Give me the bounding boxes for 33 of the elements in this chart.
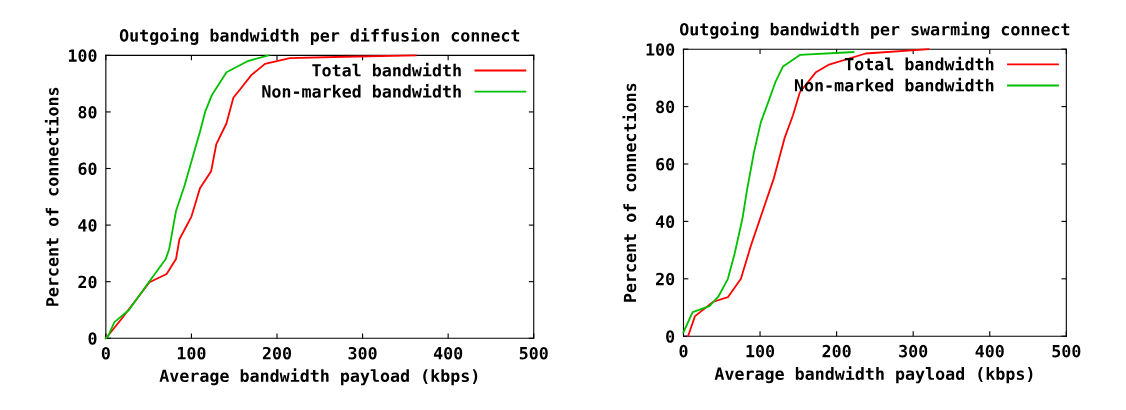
- y-axis-title: Percent of connections: [44, 87, 59, 306]
- x-tick-label: 100: [177, 346, 206, 360]
- x-tick-label: 400: [975, 344, 1004, 358]
- x-tick-label: 200: [262, 346, 292, 360]
- y-tick-label: 40: [78, 219, 97, 232]
- legend-label: Non-marked bandwidth: [262, 83, 461, 98]
- y-tick-label: 0: [666, 330, 675, 343]
- x-axis-title: Average bandwidth payload (kbps): [714, 366, 1033, 384]
- y-tick-label: 100: [68, 49, 97, 62]
- y-axis-title: Percent of connections: [622, 83, 637, 302]
- chart-title: Outgoing bandwidth per swarming connect: [679, 21, 1070, 39]
- x-tick-label: 0: [679, 344, 688, 358]
- y-tick-label: 80: [78, 105, 97, 119]
- x-tick-label: 200: [822, 344, 851, 358]
- y-tick-label: 40: [655, 215, 675, 228]
- y-tick-label: 60: [78, 162, 97, 176]
- y-tick-label: 100: [646, 43, 675, 56]
- chart-title: Outgoing bandwidth per diffusion connect: [119, 27, 520, 45]
- x-tick-label: 500: [519, 346, 548, 360]
- x-tick-label: 100: [746, 344, 775, 358]
- y-tick-label: 0: [88, 332, 97, 345]
- legend-label: Total bandwidth: [312, 62, 461, 77]
- x-tick-label: 300: [899, 344, 928, 358]
- x-tick-label: 0: [101, 346, 110, 360]
- y-tick-label: 60: [656, 157, 675, 171]
- y-tick-label: 20: [656, 272, 675, 286]
- x-tick-label: 300: [348, 346, 377, 360]
- x-tick-label: 500: [1052, 344, 1081, 358]
- x-tick-label: 400: [433, 346, 463, 360]
- x-axis-title: Average bandwidth payload (kbps): [159, 368, 478, 386]
- y-tick-label: 80: [656, 100, 675, 114]
- y-tick-label: 20: [78, 275, 97, 289]
- legend-label: Total bandwidth: [844, 56, 994, 71]
